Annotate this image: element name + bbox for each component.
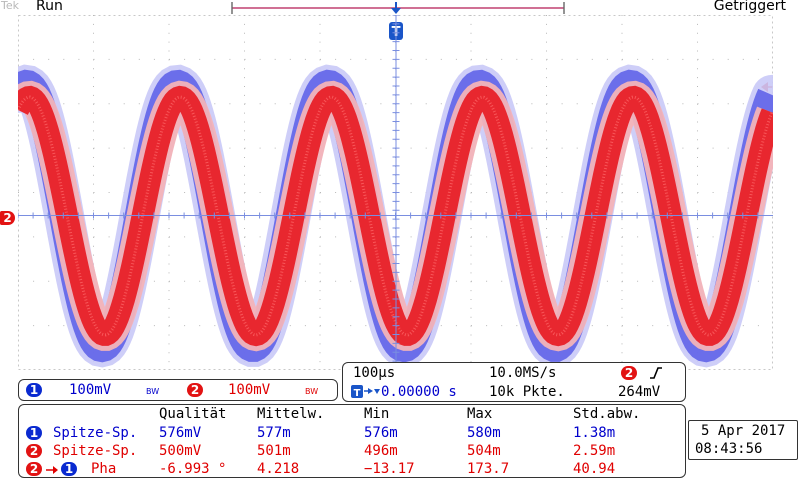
row1-quality: 576mV bbox=[159, 425, 202, 441]
timebase-scale: 100µs bbox=[353, 365, 396, 381]
trigger-level: 264mV bbox=[618, 384, 661, 400]
ch2-trace-core bbox=[18, 95, 773, 337]
measurement-table[interactable]: Qualität Mittelw. Min Max Std.abw. 1 Spi… bbox=[18, 404, 686, 478]
header-max: Max bbox=[467, 406, 493, 422]
trigger-offset-icon: T bbox=[351, 385, 380, 399]
row2-max: 504m bbox=[467, 443, 501, 459]
svg-text:T: T bbox=[354, 388, 361, 399]
row3-name: Pha bbox=[91, 461, 117, 477]
run-state-label: Run bbox=[36, 0, 63, 14]
trigger-position: 0.00000 s bbox=[381, 384, 457, 400]
ch2-ground-marker[interactable]: 2 bbox=[0, 211, 15, 225]
ch2-bandwidth-icon: BW bbox=[305, 387, 319, 396]
row3-source2-badge: 1 bbox=[61, 462, 77, 476]
ch1-scale[interactable]: 100mV bbox=[69, 382, 112, 398]
graticule bbox=[18, 15, 773, 370]
row1-mean: 577m bbox=[257, 425, 291, 441]
header-quality: Qualität bbox=[159, 406, 227, 422]
header-stddev: Std.abw. bbox=[573, 406, 641, 422]
trigger-source-badge: 2 bbox=[621, 366, 637, 380]
timebase-panel[interactable]: 100µs 10.0MS/s 2 T 0.00000 s 10k Pkte. 2… bbox=[342, 362, 686, 402]
row1-stddev: 1.38m bbox=[573, 425, 616, 441]
arrow-right-icon bbox=[46, 466, 58, 474]
header-min: Min bbox=[364, 406, 390, 422]
row1-name: Spitze-Sp. bbox=[53, 425, 138, 441]
center-axes bbox=[18, 15, 773, 370]
waveform-display[interactable] bbox=[18, 15, 773, 370]
ch1-badge[interactable]: 1 bbox=[26, 383, 42, 397]
row3-quality: -6.993 ° bbox=[159, 461, 227, 477]
record-length: 10k Pkte. bbox=[489, 384, 565, 400]
row2-name: Spitze-Sp. bbox=[53, 443, 138, 459]
row2-min: 496m bbox=[364, 443, 398, 459]
date-label: 5 Apr 2017 bbox=[701, 423, 786, 439]
channel-scale-panel: 1 100mV BW 2 100mV BW bbox=[18, 379, 338, 401]
row3-mean: 4.218 bbox=[257, 461, 300, 477]
rising-edge-icon bbox=[650, 367, 662, 379]
ch2-scale[interactable]: 100mV bbox=[228, 382, 271, 398]
row2-mean: 501m bbox=[257, 443, 291, 459]
row2-stddev: 2.59m bbox=[573, 443, 616, 459]
trigger-status-label: Getriggert bbox=[713, 0, 786, 14]
ch1-bandwidth-icon: BW bbox=[146, 387, 160, 396]
row3-source-badge: 2 bbox=[26, 462, 42, 476]
row1-min: 576m bbox=[364, 425, 398, 441]
row3-min: −13.17 bbox=[364, 461, 415, 477]
datetime-panel: 5 Apr 2017 08:43:56 bbox=[688, 420, 798, 460]
time-label: 08:43:56 bbox=[695, 441, 763, 457]
row1-max: 580m bbox=[467, 425, 501, 441]
header-mean: Mittelw. bbox=[257, 406, 325, 422]
row1-source-badge: 1 bbox=[26, 426, 42, 440]
brand-logo: Tek bbox=[1, 0, 19, 12]
row2-quality: 500mV bbox=[159, 443, 202, 459]
waveform-traces bbox=[18, 64, 773, 368]
sample-rate: 10.0MS/s bbox=[489, 365, 557, 381]
row3-max: 173.7 bbox=[467, 461, 510, 477]
row2-source-badge: 2 bbox=[26, 444, 42, 458]
row3-stddev: 40.94 bbox=[573, 461, 616, 477]
ch2-badge[interactable]: 2 bbox=[187, 383, 203, 397]
